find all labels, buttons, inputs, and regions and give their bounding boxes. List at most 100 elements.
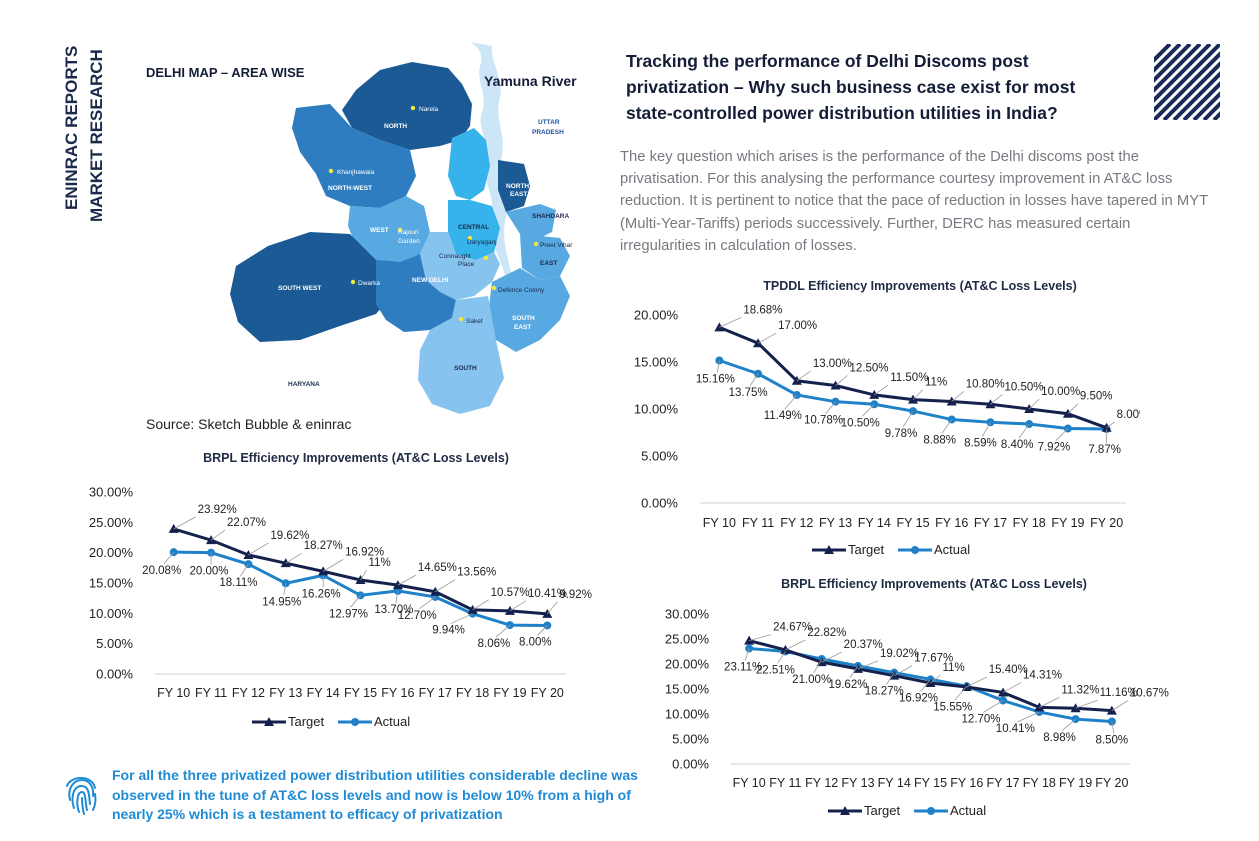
data-label-target: 10.41% <box>528 588 567 600</box>
x-tick-label: FY 17 <box>419 686 452 700</box>
label-leader <box>1111 700 1129 711</box>
target-point <box>1106 705 1117 715</box>
target-point <box>206 535 217 545</box>
data-label-target: 19.02% <box>880 648 919 660</box>
place-defence-colony: Defence Colony <box>498 287 545 294</box>
label-north-east-1: NORTH <box>506 183 529 190</box>
target-point <box>168 523 179 533</box>
y-tick-label: 5.00% <box>672 732 709 747</box>
x-tick-label: FY 16 <box>950 776 983 790</box>
data-label-target: 17.00% <box>778 320 817 332</box>
y-tick-label: 30.00% <box>665 607 710 622</box>
target-point <box>1034 702 1045 712</box>
x-tick-label: FY 19 <box>1051 516 1084 530</box>
place-saket: Saket <box>466 318 483 325</box>
data-label-actual: 11.49% <box>764 410 802 422</box>
y-tick-label: 25.00% <box>89 515 134 530</box>
place-rajouri-1: Rajouri <box>398 229 419 236</box>
target-point <box>998 687 1009 697</box>
data-label-target: 11.32% <box>1061 684 1099 696</box>
legend-label: Target <box>288 714 325 729</box>
label-leader <box>350 595 361 608</box>
label-leader <box>322 559 344 572</box>
label-leader <box>1067 403 1079 414</box>
data-label-target: 19.62% <box>270 530 309 542</box>
y-tick-label: 30.00% <box>89 485 134 500</box>
target-point <box>889 670 900 680</box>
label-leader <box>744 648 750 661</box>
label-leader <box>1055 428 1069 441</box>
place-dwarka: Dwarka <box>358 280 380 287</box>
label-leader <box>874 384 889 396</box>
label-leader <box>283 583 287 596</box>
label-south: SOUTH <box>454 365 477 372</box>
x-tick-label: FY 16 <box>935 516 968 530</box>
dot-dwarka <box>350 279 356 285</box>
data-label-actual: 16.92% <box>899 692 938 704</box>
label-leader <box>1111 721 1115 734</box>
label-north: NORTH <box>384 123 407 130</box>
label-leader <box>930 674 941 684</box>
x-tick-label: FY 17 <box>974 516 1007 530</box>
x-tick-label: FY 10 <box>703 516 736 530</box>
y-tick-label: 20.00% <box>665 657 710 672</box>
data-label-target: 22.82% <box>807 627 846 639</box>
data-label-actual: 12.70% <box>962 714 1001 726</box>
target-point <box>791 375 802 385</box>
actual-point <box>986 418 995 427</box>
label-north-east-2: EAST <box>510 191 527 198</box>
data-label-actual: 18.11% <box>219 577 257 589</box>
label-east: EAST <box>540 260 557 267</box>
label-north-west: NORTH-WEST <box>328 185 372 192</box>
region-east <box>520 234 570 280</box>
label-yamuna-river: Yamuna River <box>484 73 577 89</box>
data-label-target: 15.40% <box>989 664 1028 676</box>
x-tick-label: FY 15 <box>896 516 929 530</box>
label-leader <box>749 634 772 642</box>
x-tick-label: FY 17 <box>986 776 1019 790</box>
y-tick-label: 20.00% <box>634 308 679 323</box>
intro-paragraph: The key question which arises is the per… <box>620 149 1208 254</box>
data-label-actual: 10.78% <box>804 415 843 427</box>
data-label-actual: 12.97% <box>329 608 368 620</box>
label-leader <box>163 551 174 565</box>
region-north-east <box>498 160 530 212</box>
label-leader <box>990 393 1003 405</box>
legend-marker <box>927 807 935 815</box>
legend-marker <box>840 806 850 815</box>
data-label-target: 10.50% <box>1004 381 1043 393</box>
place-connaught-2: Place <box>458 261 475 268</box>
region-connaught <box>420 232 500 300</box>
data-label-target: 16.92% <box>345 546 384 558</box>
page-heading: Tracking the performance of Delhi Discom… <box>626 51 1076 123</box>
label-leader <box>749 373 759 386</box>
data-label-actual: 13.75% <box>729 387 768 399</box>
legend-marker <box>824 545 834 554</box>
actual-point <box>1025 420 1034 429</box>
label-central: CENTRAL <box>458 224 489 231</box>
data-label-actual: 8.88% <box>923 435 956 447</box>
data-label-actual: 12.70% <box>398 610 437 622</box>
delhi-map: DELHI MAP – AREA WISE NORTH NORTH-WEST W… <box>146 42 577 414</box>
label-haryana: HARYANA <box>288 381 320 388</box>
y-tick-label: 15.00% <box>89 576 134 591</box>
data-label-actual: 10.50% <box>841 417 880 429</box>
map-source: Source: Sketch Bubble & eninrac <box>146 416 352 432</box>
brpl-chart-right: BRPL Efficiency Improvements (AT&C Loss … <box>665 577 1169 818</box>
region-new-delhi <box>376 254 456 332</box>
label-south-east-1: SOUTH <box>512 315 535 322</box>
data-label-target: 23.92% <box>198 504 237 516</box>
footer-note: For all the three privatized power distr… <box>112 767 638 822</box>
dot-connaught <box>483 255 489 261</box>
x-tick-label: FY 18 <box>456 686 489 700</box>
x-tick-label: FY 20 <box>1090 516 1123 530</box>
brand-line-2: MARKET RESEARCH <box>87 49 106 222</box>
legend-label: Actual <box>950 803 986 818</box>
x-tick-label: FY 12 <box>232 686 265 700</box>
data-label-actual: 14.95% <box>262 596 301 608</box>
x-tick-label: FY 10 <box>733 776 766 790</box>
data-label-target: 9.92% <box>559 589 592 601</box>
label-leader <box>1061 718 1076 732</box>
data-label-actual: 20.00% <box>190 566 229 578</box>
data-label-actual: 22.51% <box>756 664 795 676</box>
